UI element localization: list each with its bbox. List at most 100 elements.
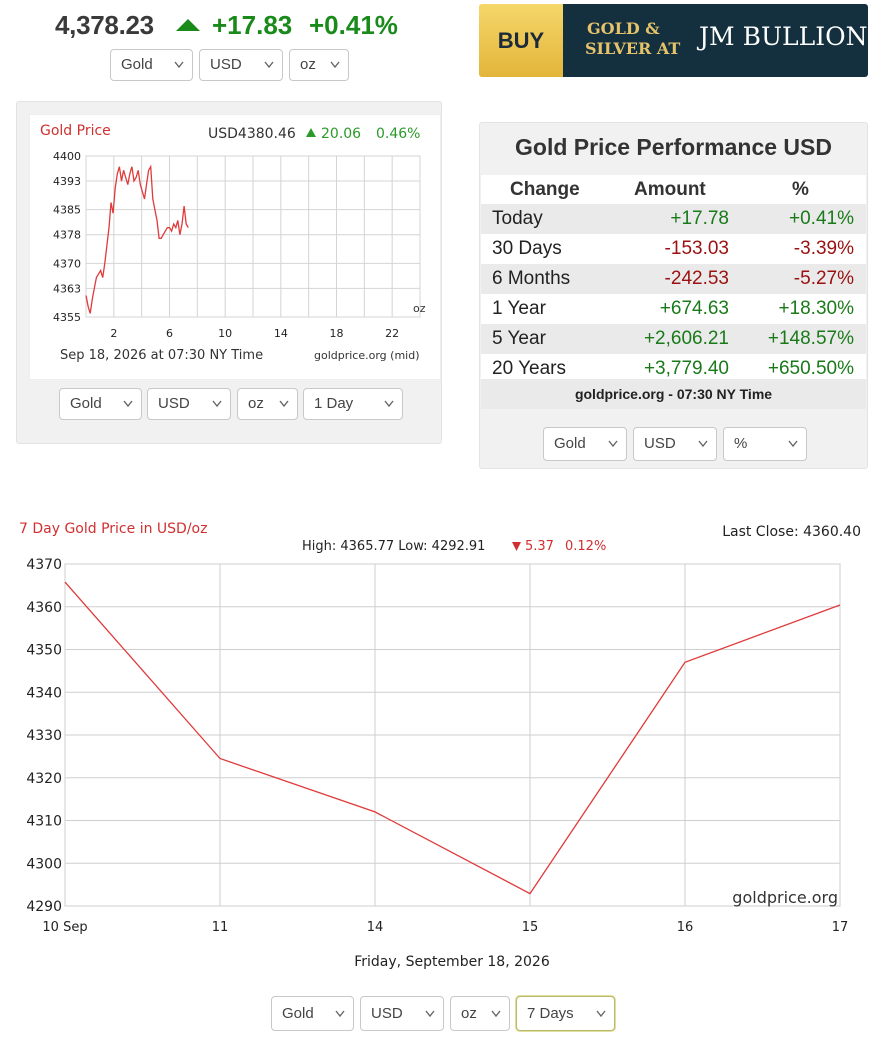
seven-day-y-tick: 4330 xyxy=(26,728,62,744)
small-chart-change-pct: 0.46% xyxy=(376,126,420,142)
currency-select-value: USD xyxy=(210,56,242,73)
chevron-down-icon xyxy=(788,440,798,448)
small-chart-metal-value: Gold xyxy=(70,395,102,412)
performance-panel: Gold Price Performance USD Change Amount… xyxy=(479,122,868,469)
chevron-down-icon xyxy=(123,400,133,408)
performance-row: 30 Days -153.03 -3.39% xyxy=(481,234,866,264)
metal-select-value: Gold xyxy=(121,56,153,73)
big-chart-unit-select[interactable]: oz xyxy=(450,996,510,1031)
chart-watermark: goldprice.org xyxy=(732,888,838,907)
small-chart-x-tick: 10 xyxy=(218,327,232,340)
big-chart-currency-value: USD xyxy=(371,1005,403,1022)
small-chart-range-value: 1 Day xyxy=(314,395,354,412)
seven-day-y-tick: 4370 xyxy=(26,557,62,573)
small-chart-source: goldprice.org (mid) xyxy=(314,349,420,362)
chevron-down-icon xyxy=(425,1010,435,1018)
performance-row-label: 20 Years xyxy=(492,358,566,379)
small-chart-y-tick: 4363 xyxy=(53,282,81,295)
small-chart-unit-value: oz xyxy=(248,395,264,412)
small-chart-x-tick: 2 xyxy=(110,327,117,340)
seven-day-y-tick: 4300 xyxy=(26,856,62,872)
small-chart-range-select[interactable]: 1 Day xyxy=(303,388,403,420)
performance-currency-value: USD xyxy=(644,435,676,452)
seven-day-y-tick: 4360 xyxy=(26,600,62,616)
chevron-down-icon xyxy=(174,61,184,69)
chevron-down-icon xyxy=(279,400,289,408)
metal-select[interactable]: Gold xyxy=(110,49,193,81)
small-chart-date: Sep 18, 2026 at 07:30 NY Time xyxy=(60,348,263,363)
seven-day-change: 5.37 xyxy=(525,539,554,554)
small-chart-series-line xyxy=(85,164,189,314)
high-low-label: High: 4365.77 Low: 4292.91 xyxy=(302,539,485,554)
jm-bullion-banner[interactable]: BUY GOLD & SILVER AT JM BULLION xyxy=(479,4,868,77)
seven-day-x-tick: 15 xyxy=(522,920,539,935)
performance-row-amount: -153.03 xyxy=(664,238,729,259)
unit-select[interactable]: oz xyxy=(289,49,349,81)
banner-line-1: GOLD & xyxy=(587,19,660,38)
performance-header-amount: Amount xyxy=(634,179,706,200)
small-chart-x-tick: 6 xyxy=(166,327,173,340)
performance-row-label: 30 Days xyxy=(492,238,562,259)
performance-header-change: Change xyxy=(510,179,580,200)
big-chart-currency-select[interactable]: USD xyxy=(360,996,444,1031)
chevron-down-icon xyxy=(608,440,618,448)
small-chart-title: Gold Price xyxy=(40,123,111,139)
chevron-down-icon xyxy=(335,1010,345,1018)
small-chart-unit-select[interactable]: oz xyxy=(237,388,298,420)
chevron-down-icon xyxy=(212,400,222,408)
seven-day-y-tick: 4320 xyxy=(26,771,62,787)
seven-day-x-tick: 11 xyxy=(212,920,229,935)
currency-select[interactable]: USD xyxy=(199,49,283,81)
seven-day-date-label: Friday, September 18, 2026 xyxy=(354,954,550,970)
performance-metal-select[interactable]: Gold xyxy=(543,427,627,461)
performance-mode-select[interactable]: % xyxy=(723,427,807,461)
big-chart-metal-value: Gold xyxy=(282,1005,314,1022)
big-chart-metal-select[interactable]: Gold xyxy=(271,996,354,1031)
performance-row: 1 Year +674.63 +18.30% xyxy=(481,294,866,324)
chevron-down-icon xyxy=(330,61,340,69)
small-chart-x-tick: 22 xyxy=(385,327,399,340)
seven-day-y-tick: 4350 xyxy=(26,643,62,659)
performance-header-row: Change Amount % xyxy=(481,175,866,205)
performance-metal-value: Gold xyxy=(554,435,586,452)
performance-row: 5 Year +2,606.21 +148.57% xyxy=(481,324,866,354)
chevron-down-icon xyxy=(264,61,274,69)
seven-day-chart: 7 Day Gold Price in USD/oz Last Close: 4… xyxy=(19,521,861,970)
small-chart-y-tick: 4378 xyxy=(53,229,81,242)
performance-row: Today +17.78 +0.41% xyxy=(481,204,866,234)
price-change-percent: +0.41% xyxy=(309,10,398,40)
triangle-up-icon xyxy=(306,128,316,137)
small-chart: Gold Price USD4380.46 20.06 0.46% 4355 43… xyxy=(29,114,441,380)
chevron-down-icon xyxy=(698,440,708,448)
price-change: +17.83 xyxy=(212,10,293,40)
performance-row-percent: +18.30% xyxy=(778,298,854,319)
small-chart-change: 20.06 xyxy=(321,126,361,142)
seven-day-series-line xyxy=(64,581,841,895)
small-chart-x-tick: 18 xyxy=(330,327,344,340)
chevron-down-icon xyxy=(491,1010,501,1018)
banner-buy-label: BUY xyxy=(479,4,563,77)
small-chart-panel: Gold Price USD4380.46 20.06 0.46% 4355 43… xyxy=(16,101,442,444)
seven-day-x-tick: 10 Sep xyxy=(42,920,87,935)
small-chart-currency-select[interactable]: USD xyxy=(147,388,231,420)
small-chart-x-tick: 14 xyxy=(274,327,288,340)
small-chart-metal-select[interactable]: Gold xyxy=(59,388,142,420)
performance-currency-select[interactable]: USD xyxy=(633,427,717,461)
performance-row-amount: +2,606.21 xyxy=(643,328,729,349)
seven-day-y-tick: 4340 xyxy=(26,685,62,701)
small-chart-y-tick: 4400 xyxy=(53,150,81,163)
performance-row-amount: -242.53 xyxy=(664,268,729,289)
big-chart-range-value: 7 Days xyxy=(527,1005,574,1022)
performance-row-label: 1 Year xyxy=(492,298,546,319)
performance-row-percent: +0.41% xyxy=(789,208,854,229)
last-close-label: Last Close: 4360.40 xyxy=(722,524,861,540)
big-chart-range-select[interactable]: 7 Days xyxy=(516,996,615,1031)
small-chart-y-tick: 4355 xyxy=(53,311,81,324)
current-price: 4,378.23 xyxy=(55,10,154,40)
banner-line-2: SILVER AT xyxy=(585,39,681,58)
small-chart-y-tick: 4385 xyxy=(53,204,81,217)
small-chart-y-tick: 4370 xyxy=(53,257,81,270)
seven-day-chart-title: 7 Day Gold Price in USD/oz xyxy=(19,521,207,537)
performance-row-label: 5 Year xyxy=(492,328,546,349)
small-chart-currency-value: USD xyxy=(158,395,190,412)
